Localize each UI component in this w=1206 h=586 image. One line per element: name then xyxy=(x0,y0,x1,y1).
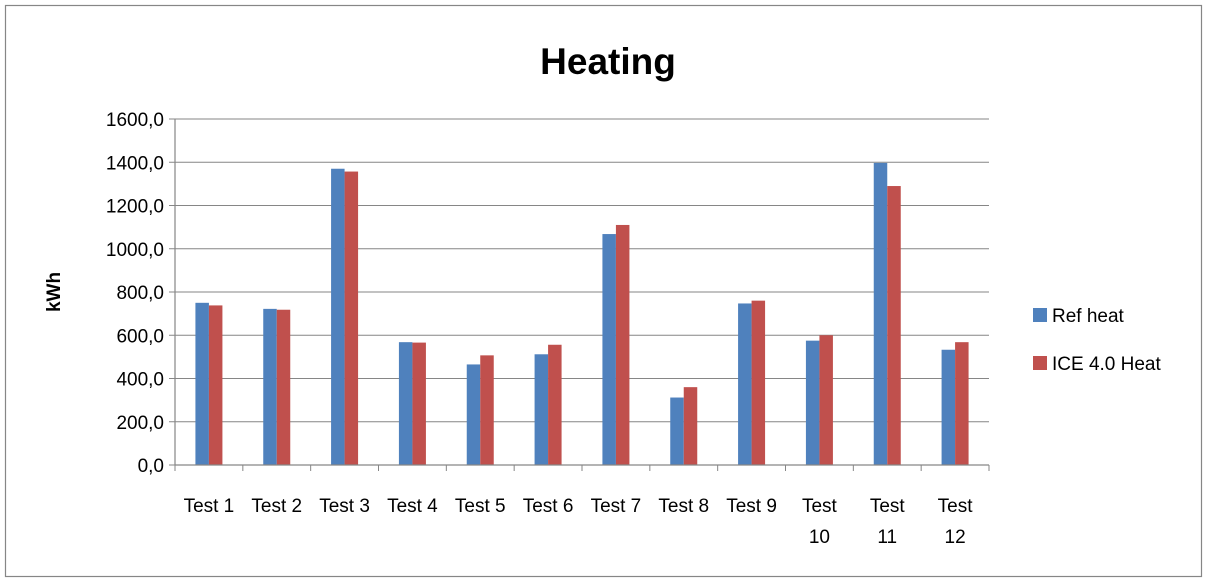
x-tick-label: Test 10 xyxy=(802,496,838,548)
y-tick-label: 400,0 xyxy=(116,370,164,391)
x-tick-label: Test 7 xyxy=(591,496,642,517)
bar-ice-heat-2 xyxy=(276,309,291,465)
bar-ref-heat-7 xyxy=(602,234,616,465)
bar-ice-heat-6 xyxy=(548,344,562,465)
x-tick-label: Test 12 xyxy=(938,496,974,548)
x-tick-label: Test 11 xyxy=(870,496,906,548)
bar-ref-heat-5 xyxy=(466,364,481,465)
bar-ref-heat-1 xyxy=(195,302,209,465)
y-tick-label: 0,0 xyxy=(138,456,164,477)
y-tick-label: 200,0 xyxy=(116,413,164,434)
bar-ref-heat-8 xyxy=(670,397,684,465)
y-tick-label: 1000,0 xyxy=(106,240,164,261)
bar-ref-heat-10 xyxy=(805,340,820,465)
bar-ref-heat-12 xyxy=(941,349,956,465)
x-tick-label: Test 8 xyxy=(658,496,709,517)
y-tick-label: 1400,0 xyxy=(106,153,164,174)
bars xyxy=(195,162,969,466)
legend-swatch xyxy=(1033,308,1047,322)
bar-ref-heat-2 xyxy=(263,308,277,465)
bar-ice-heat-9 xyxy=(751,300,766,465)
axes xyxy=(174,119,990,471)
bar-ref-heat-3 xyxy=(331,168,345,466)
x-axis-tick-labels: Test 1 Test 2 Test 3 Test 4 Test 5 Test 6 Test… xyxy=(184,496,974,548)
bar-ref-heat-11 xyxy=(873,162,888,465)
x-tick-label: Test 9 xyxy=(726,496,777,517)
x-tick-label: Test 3 xyxy=(319,496,370,517)
bar-ice-heat-7 xyxy=(615,224,630,465)
x-tick-label: Test 5 xyxy=(455,496,506,517)
bar-ice-heat-12 xyxy=(955,342,969,465)
bar-ref-heat-6 xyxy=(534,354,549,465)
bar-ice-heat-10 xyxy=(819,335,833,465)
gridlines xyxy=(169,118,989,466)
bar-ref-heat-9 xyxy=(738,303,752,465)
x-tick-label: Test 1 xyxy=(184,496,235,517)
bar-ice-heat-4 xyxy=(412,342,426,465)
bar-ref-heat-4 xyxy=(398,342,413,465)
bar-ice-heat-5 xyxy=(480,355,494,465)
legend-swatch xyxy=(1033,356,1047,370)
bar-ice-heat-8 xyxy=(683,387,698,465)
x-tick-label: Test 2 xyxy=(251,496,302,517)
legend-label: Ref heat xyxy=(1052,306,1125,327)
y-tick-label: 1200,0 xyxy=(106,197,164,218)
y-tick-label: 600,0 xyxy=(116,326,164,347)
x-tick-label: Test 6 xyxy=(523,496,574,517)
bar-ice-heat-3 xyxy=(344,171,359,466)
y-tick-label: 1600,0 xyxy=(106,110,164,131)
bar-ice-heat-11 xyxy=(887,186,901,466)
x-tick-label: Test 4 xyxy=(387,496,438,517)
bar-ice-heat-1 xyxy=(208,305,223,465)
y-axis-label: kWh xyxy=(44,272,65,312)
y-tick-label: 800,0 xyxy=(116,283,164,304)
legend: Ref heat ICE 4.0 Heat xyxy=(1033,306,1161,375)
y-axis-tick-labels: 0,0 200,0 400,0 600,0 800,0 1000,0 1200,0 1400,… xyxy=(106,110,164,477)
chart-title: Heating xyxy=(540,41,676,82)
legend-label: ICE 4.0 Heat xyxy=(1052,354,1161,375)
